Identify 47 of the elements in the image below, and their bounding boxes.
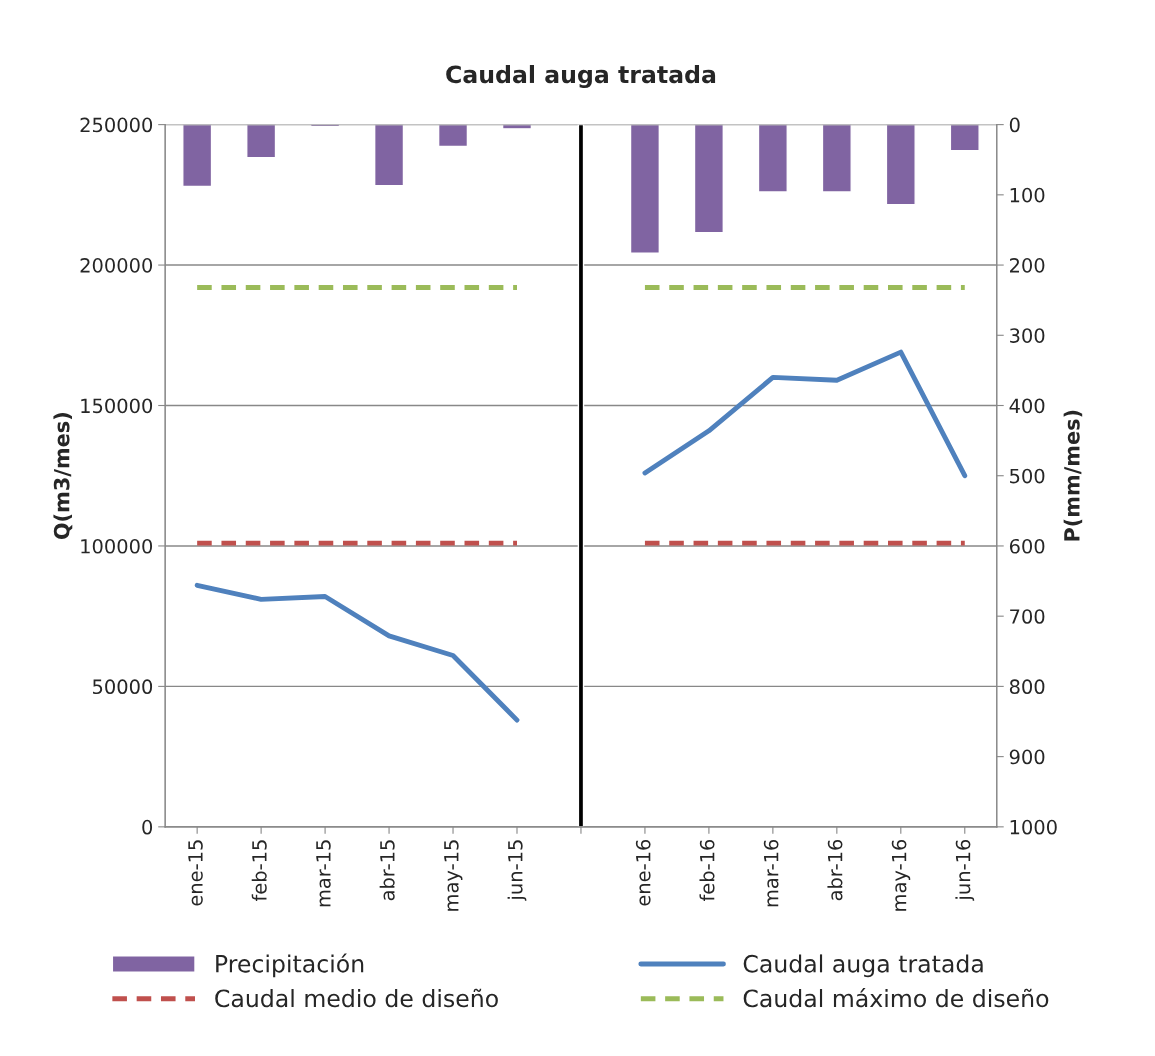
y2-tick-label: 900 bbox=[1009, 749, 1045, 765]
bar bbox=[693, 124, 724, 234]
x-tick-label: ene-16 bbox=[635, 839, 651, 906]
x-tick-label: feb-15 bbox=[251, 840, 267, 902]
chart-title: Caudal auga tratada bbox=[446, 65, 716, 89]
y-tick-label: 50000 bbox=[93, 679, 153, 695]
bar bbox=[821, 124, 852, 193]
x-tick-label: jun-15 bbox=[507, 840, 527, 901]
x-tick-label: abr-15 bbox=[379, 840, 395, 901]
y-tick-label: 0 bbox=[142, 819, 153, 835]
x-tick-label: mar-15 bbox=[316, 840, 331, 907]
x-tick-label: abr-16 bbox=[827, 839, 843, 901]
legend-label: Caudal máximo de diseño bbox=[743, 988, 1049, 1008]
legend-label: Caudal auga tratada bbox=[743, 954, 983, 978]
bar bbox=[437, 124, 469, 148]
y2-tick-label: 300 bbox=[1010, 328, 1045, 343]
y2-tick-label: 100 bbox=[1010, 187, 1045, 203]
bar bbox=[949, 124, 980, 152]
y-tick-label: 250000 bbox=[80, 117, 153, 133]
x-tick-label: may-15 bbox=[444, 840, 463, 911]
x-tick-label: ene-15 bbox=[188, 840, 203, 906]
legend-label: Precipitación bbox=[216, 953, 364, 978]
x-tick-label: feb-16 bbox=[699, 839, 715, 902]
y-tick-label: 200000 bbox=[80, 258, 153, 273]
y-tick-label: 150000 bbox=[81, 398, 153, 414]
x-tick-label: jun-16 bbox=[955, 839, 975, 901]
bar bbox=[885, 124, 916, 206]
y2-tick-label: 800 bbox=[1009, 679, 1045, 695]
y2-tick-label: 200 bbox=[1010, 258, 1045, 273]
y-tick-label: 100000 bbox=[81, 538, 153, 554]
y-axis-title: Q(m3/mes) bbox=[53, 413, 73, 540]
y2-tick-label: 500 bbox=[1010, 468, 1045, 484]
y2-axis-title: P(mm/mes) bbox=[1063, 410, 1083, 541]
x-tick-label: mar-16 bbox=[763, 839, 779, 907]
legend-label: Caudal medio de diseño bbox=[215, 988, 498, 1008]
bar bbox=[246, 124, 277, 159]
y2-tick-label: 600 bbox=[1009, 538, 1045, 554]
y2-tick-label: 1000 bbox=[1010, 819, 1057, 835]
bar bbox=[182, 124, 213, 188]
y2-tick-label: 700 bbox=[1010, 609, 1045, 624]
bar bbox=[629, 124, 661, 254]
y2-tick-label: 400 bbox=[1009, 398, 1045, 414]
bar bbox=[757, 124, 788, 193]
bar bbox=[501, 124, 533, 130]
y2-tick-label: 0 bbox=[1009, 117, 1020, 133]
x-tick-label: may-16 bbox=[891, 839, 911, 911]
bar bbox=[373, 124, 405, 187]
